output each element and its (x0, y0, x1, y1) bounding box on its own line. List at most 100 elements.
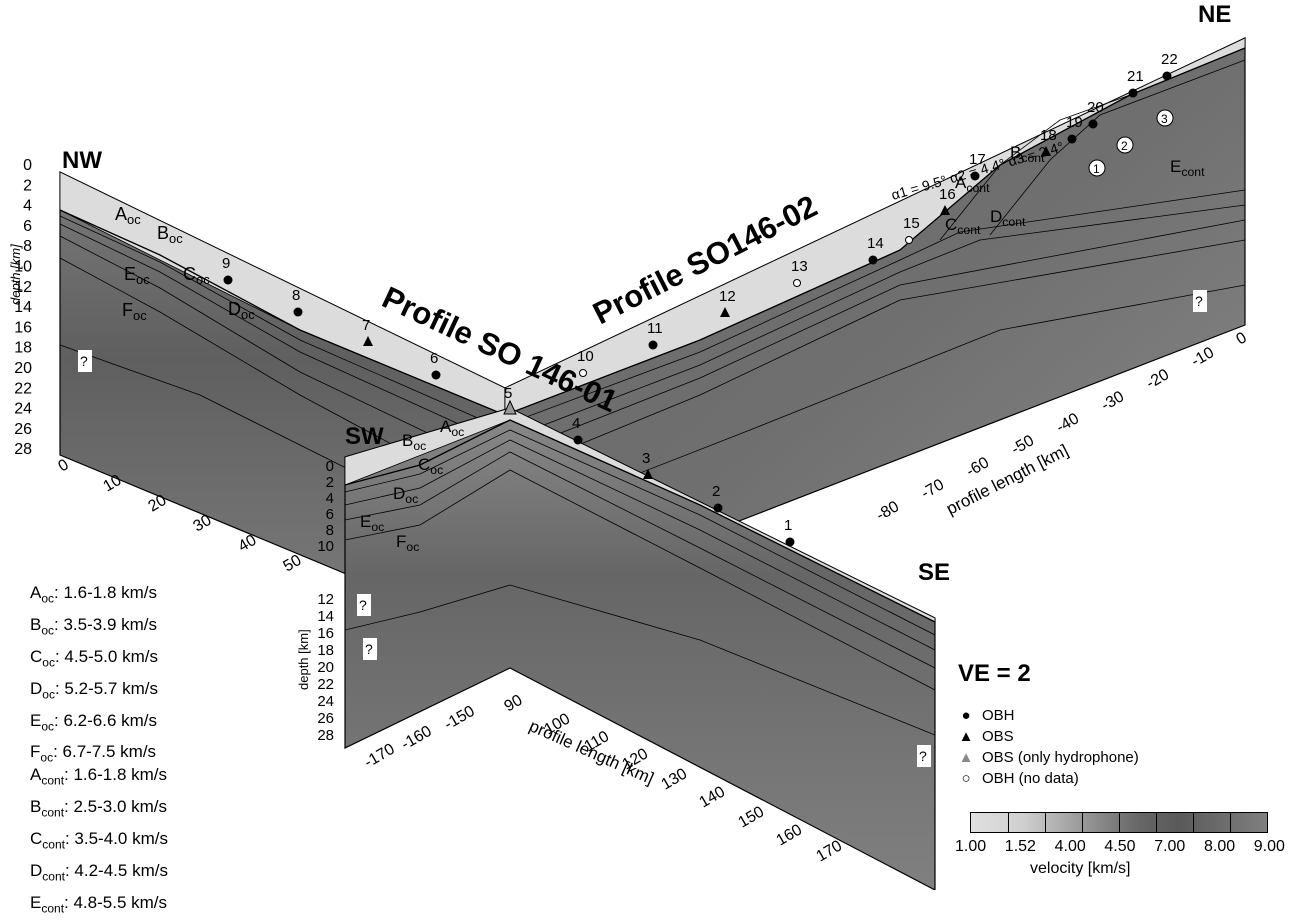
station-number: 20 (1087, 99, 1104, 116)
station-number: 15 (903, 215, 920, 232)
velocity-entry: Dcont: 4.2-4.5 km/s (30, 860, 168, 884)
station-number: 21 (1127, 68, 1144, 85)
circled-1-label: 1 (1093, 162, 1100, 176)
obs-marker (363, 336, 373, 346)
question-box-sw2 (363, 638, 377, 660)
circled-markers: 1 2 3 (1088, 109, 1174, 177)
uncertainty-markers: ? ? ? ? ? (78, 290, 1207, 767)
station-number: 12 (719, 288, 736, 305)
depth-tick-nw: 18 (14, 340, 32, 357)
station-number: 17 (969, 151, 986, 168)
vertical-exaggeration: VE = 2 (958, 660, 1031, 687)
depth-tick-nw: 14 (14, 299, 32, 316)
circled-1 (1088, 159, 1106, 177)
question-mark-sw2: ? (365, 641, 373, 657)
depth-tick-nw: 16 (14, 319, 32, 336)
legend-item: ▲ OBS (only hydrophone) (958, 747, 1139, 768)
obh-marker (293, 307, 303, 317)
depth-tick-nw: 10 (14, 259, 32, 276)
depth-tick-nw: 12 (14, 279, 32, 296)
station-number: 2 (712, 483, 720, 500)
length-tick-ne: -10 (1189, 344, 1218, 370)
length-tick-ne: -50 (1009, 432, 1038, 458)
colorbar-tick (1119, 813, 1120, 832)
circled-3 (1156, 109, 1174, 127)
station-number: 4 (572, 415, 580, 432)
depth-tick-sw: 22 (317, 676, 334, 693)
length-tick-sw: -150 (442, 703, 478, 734)
depth-tick-sw: 14 (317, 608, 334, 625)
length-tick-sw: -160 (399, 723, 435, 754)
colorbar-tick-label: 1.52 (1004, 838, 1036, 855)
depth-tick-sw: 26 (317, 710, 334, 727)
colorbar-tick-label: 4.50 (1104, 838, 1136, 855)
length-tick-nw: 40 (236, 532, 260, 556)
station-number: 7 (362, 317, 370, 334)
length-tick-sw: 150 (736, 803, 768, 831)
colorbar-tick (1008, 813, 1009, 832)
velocity-entry: Bcont: 2.5-3.0 km/s (30, 796, 168, 820)
legend-symbol: ▲ (958, 749, 974, 766)
obh-marker (573, 435, 583, 445)
question-box-nw (78, 350, 92, 372)
depth-tick-nw: 4 (23, 198, 32, 215)
depth-axis-label-nw: depth [km] (8, 244, 23, 305)
depth-tick-sw: 20 (317, 659, 334, 676)
obh-marker (713, 503, 723, 513)
length-tick-sw: 160 (774, 821, 806, 849)
obh-marker (1162, 71, 1172, 81)
station-number: 3 (642, 450, 650, 467)
circled-3-label: 3 (1161, 112, 1168, 126)
obh-no-data-marker (793, 279, 801, 287)
seismic-fence-diagram: Profile SO 146-01 Profile SO146-02 NW NE… (8, 1, 1250, 890)
obs-marker (940, 205, 950, 215)
colorbar-tick-label: 4.00 (1054, 838, 1086, 855)
length-tick-ne: -70 (919, 476, 948, 502)
profile-length-label-ne: profile length [km] (943, 441, 1071, 519)
legend-symbol: ● (961, 707, 971, 724)
depth-tick-sw: 10 (317, 538, 334, 555)
station-number: 1 (784, 517, 792, 534)
station-number: 5 (504, 385, 512, 402)
station-number: 6 (430, 350, 438, 367)
depth-tick-nw: 0 (23, 157, 32, 174)
velocity-list-oceanic: Aoc: 1.6-1.8 km/s Boc: 3.5-3.9 km/s Coc: 4… (30, 580, 158, 771)
depth-tick-nw: 26 (14, 421, 32, 438)
depth-tick-nw: 2 (23, 177, 32, 194)
station-number: 22 (1161, 51, 1178, 68)
velocity-entry: Doc: 5.2-5.7 km/s (30, 678, 158, 702)
end-label-ne: NE (1198, 1, 1231, 28)
depth-tick-sw: 0 (326, 458, 334, 475)
colorbar-tick-label: 1.00 (955, 838, 987, 855)
obh-marker (785, 537, 795, 547)
legend-item: ● OBH (958, 705, 1139, 726)
station-legend: ● OBH ▲ OBS ▲ OBS (only hydrophone) ○ OBH (no d… (958, 705, 1139, 789)
colorbar-title: velocity [km/s] (1030, 860, 1131, 877)
legend-item: ○ OBH (no data) (958, 768, 1139, 789)
length-tick-ne: -30 (1099, 388, 1128, 414)
colorbar-tick-labels: 1.00 1.52 4.00 4.50 7.00 8.00 9.00 (955, 838, 1285, 856)
obs-marker (720, 307, 730, 317)
obh-no-data-marker (905, 236, 913, 244)
depth-tick-sw: 6 (326, 506, 334, 523)
circled-2-label: 2 (1121, 139, 1128, 153)
depth-tick-sw: 28 (317, 727, 334, 744)
depth-tick-sw: 16 (317, 625, 334, 642)
station-number: 9 (222, 255, 230, 272)
station-number: 11 (647, 320, 663, 337)
depth-tick-sw: 2 (326, 474, 334, 491)
depth-tick-sw: 8 (326, 522, 334, 539)
velocity-entry: Foc: 6.7-7.5 km/s (30, 742, 157, 765)
legend-label: OBH (no data) (982, 770, 1079, 787)
length-tick-nw: 30 (191, 512, 215, 536)
legend-label: OBS (only hydrophone) (982, 749, 1139, 766)
colorbar-tick (1193, 813, 1194, 832)
colorbar-tick (1156, 813, 1157, 832)
obh-marker (868, 255, 878, 265)
obs-marker (1041, 146, 1051, 156)
velocity-list-continental: Acont: 1.6-1.8 km/s Bcont: 2.5-3.0 km/s Cc… (30, 762, 168, 921)
length-tick-nw: 50 (281, 552, 305, 576)
obs-marker (643, 469, 653, 479)
